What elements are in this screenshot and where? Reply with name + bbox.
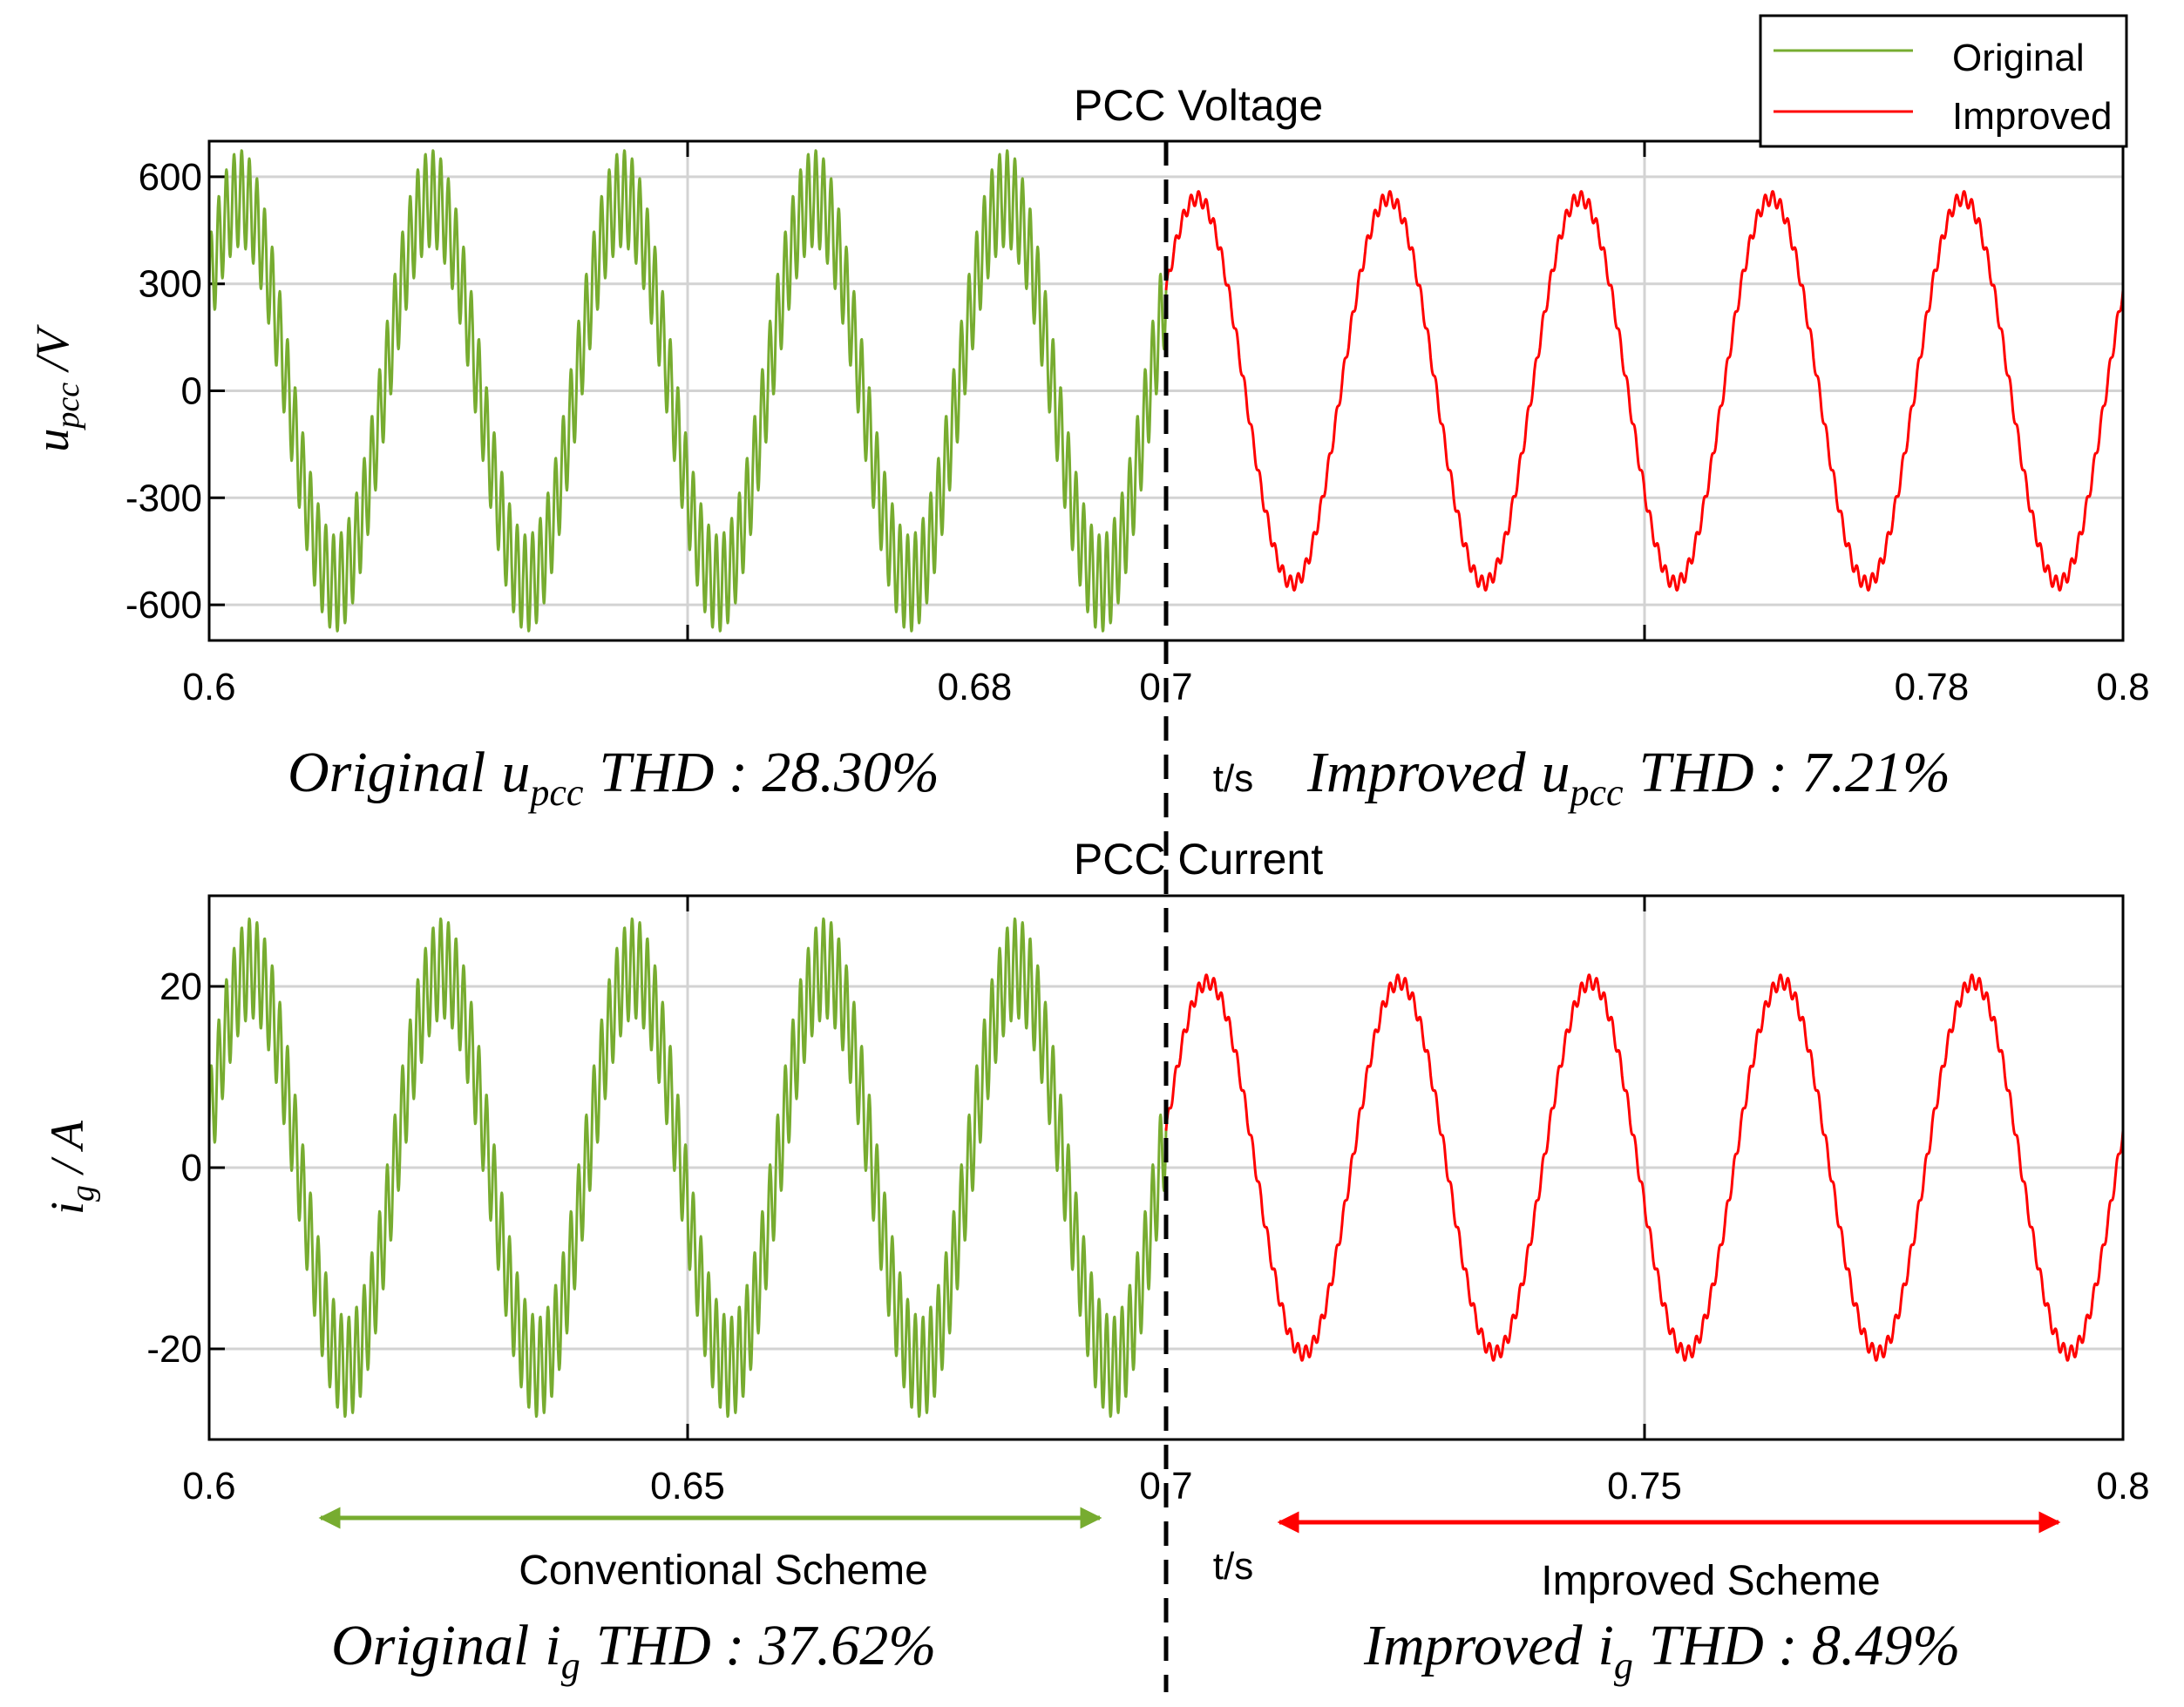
y-tick-label: 0 — [181, 370, 202, 413]
x-tick-label: 0.6 — [182, 666, 235, 708]
series-line-improved — [1164, 190, 2125, 592]
x-tick-label: 0.78 — [1895, 666, 1970, 708]
voltage-y-ticks: 600 300 0 -300 -600 — [125, 156, 202, 627]
x-tick-label: 0.65 — [650, 1465, 725, 1507]
x-tick-label: 0.8 — [2096, 1465, 2149, 1507]
voltage-thd-improved: Improved upcc THD : 7.21% — [1306, 741, 1950, 814]
y-tick-label: 600 — [139, 156, 202, 199]
y-tick-label: 20 — [159, 965, 202, 1008]
voltage-thd-original: Original upcc THD : 28.30% — [288, 741, 939, 814]
legend: Original Improved — [1759, 14, 2128, 148]
series-line-original — [207, 917, 1168, 1419]
current-x-ticks: 0.6 0.65 0.7 0.75 0.8 — [182, 1465, 2149, 1507]
series-line-improved — [1164, 973, 2125, 1362]
conventional-scheme-label: Conventional Scheme — [519, 1548, 928, 1594]
current-plot-frame — [207, 894, 2125, 1441]
voltage-x-label: t/s — [1213, 757, 1253, 800]
legend-improved-label: Improved — [1952, 95, 2112, 138]
current-x-label: t/s — [1213, 1545, 1253, 1588]
voltage-series — [207, 149, 2125, 633]
series-line-original — [207, 149, 1168, 633]
y-tick-label: 300 — [139, 263, 202, 306]
current-series — [207, 917, 2125, 1419]
x-tick-label: 0.6 — [182, 1465, 235, 1507]
x-tick-label: 0.75 — [1607, 1465, 1682, 1507]
x-tick-label: 0.8 — [2096, 666, 2149, 708]
y-tick-label: -20 — [146, 1328, 202, 1371]
x-tick-label: 0.68 — [938, 666, 1013, 708]
current-chart: 200-20 0.6 0.65 0.7 0.75 0.8 PCC Current ig … — [41, 835, 2150, 1687]
current-y-label: ig / A — [41, 1120, 101, 1215]
legend-box — [1759, 14, 2128, 148]
voltage-x-ticks: 0.6 0.68 0.7 0.78 0.8 — [182, 666, 2149, 708]
voltage-y-label: upcc /V — [26, 323, 86, 451]
legend-original-label: Original — [1952, 37, 2085, 79]
current-y-ticks: 20 0 -20 — [146, 965, 202, 1371]
current-thd-original: Original ig THD : 37.62% — [331, 1614, 936, 1687]
improved-scheme-label: Improved Scheme — [1541, 1558, 1881, 1604]
current-thd-improved: Improved ig THD : 8.49% — [1363, 1614, 1960, 1687]
voltage-title: PCC Voltage — [1074, 81, 1323, 130]
y-tick-label: -300 — [125, 477, 202, 519]
y-tick-label: 0 — [181, 1147, 202, 1189]
current-title: PCC Current — [1074, 835, 1323, 884]
y-tick-label: -600 — [125, 584, 202, 627]
